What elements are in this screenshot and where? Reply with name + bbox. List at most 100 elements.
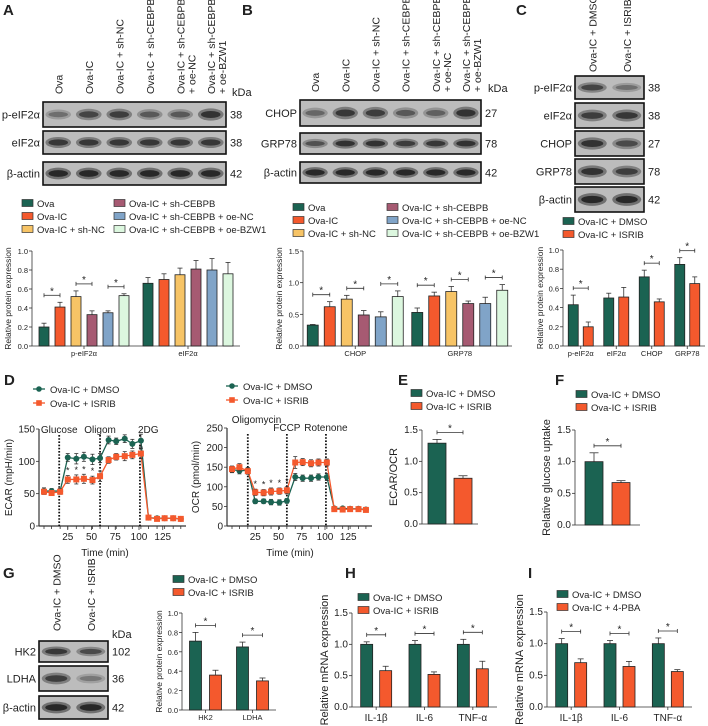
legend-label: Ova-IC + sh-NC (37, 225, 105, 236)
legend-swatch (357, 593, 370, 601)
data-point-square (73, 476, 80, 483)
bar-ova-ic-sh-cebpb-oe-bzw1 (391, 296, 404, 347)
bar-ova (38, 326, 50, 347)
significance-star: * (204, 616, 208, 627)
kda-value: 42 (230, 169, 242, 181)
blot-row-label: p-eIF2α (534, 83, 573, 95)
data-point-square (57, 488, 64, 495)
protein-band (302, 107, 328, 119)
y-tick-label: 1.0 (18, 247, 28, 256)
data-point-square (252, 489, 259, 496)
y-axis-label: ECAR/OCR (388, 448, 400, 506)
bar-ova-ic (54, 306, 66, 347)
panel-label-I: I (528, 565, 532, 582)
y-tick-label: 1.0 (289, 279, 299, 288)
x-tick-label: 125 (154, 532, 171, 543)
legend-swatch (575, 403, 588, 411)
protein-band-core (426, 140, 446, 147)
y-tick-label: 150 (206, 463, 223, 474)
legend-label: Ova-IC + DMSO (188, 575, 257, 586)
blot-row-label: CHOP (265, 108, 297, 120)
data-point-circle (252, 498, 259, 505)
legend-label: Ova-IC + DMSO (591, 390, 660, 401)
data-point-square (48, 490, 55, 497)
bar-ova-ic-isrib (379, 670, 393, 708)
kda-value: 38 (648, 111, 660, 123)
panel-label-H: H (345, 565, 356, 582)
significance-star: * (471, 623, 475, 634)
significance-star: * (75, 465, 79, 475)
data-point-circle (129, 440, 136, 447)
x-tick-label: 100 (131, 532, 148, 543)
protein-band-core (200, 139, 221, 146)
data-point-square (161, 515, 168, 522)
x-tick-label: TNF-α (459, 713, 488, 724)
kda-value: 42 (648, 195, 660, 207)
x-tick-label: 75 (296, 532, 308, 543)
significance-star: * (82, 275, 86, 286)
lane-label: Ova-IC + DMSO (587, 0, 599, 72)
y-axis-label: Relative protein expression (3, 247, 13, 350)
y-tick-label: 100 (206, 482, 223, 493)
data-point-square (113, 453, 120, 460)
x-tick-label: GRP78 (675, 349, 700, 358)
y-tick-label: 0.2 (168, 687, 178, 696)
y-tick-label: 0.5 (529, 670, 543, 681)
protein-band-core (335, 169, 355, 176)
bar-ova-ic-sh-nc (445, 291, 458, 347)
legend-swatch (21, 199, 34, 207)
data-point-square (170, 515, 177, 522)
data-point-square (80, 475, 87, 482)
data-point-square (89, 477, 96, 484)
legend-label: Ova-IC + sh-CEBPB + oe-NC (402, 216, 527, 227)
data-point-square (145, 514, 152, 521)
legend-label: Ova (37, 199, 55, 210)
panel-label-B: B (242, 2, 253, 19)
data-point-square (236, 464, 243, 471)
blot-row-label: β-actin (264, 168, 297, 180)
x-tick-label: CHOP (344, 349, 366, 358)
protein-band-core (139, 111, 160, 118)
y-tick-label: 1.5 (404, 425, 418, 436)
significance-star: * (285, 477, 289, 487)
data-point-square (331, 506, 338, 513)
injection-label: Glucose (41, 425, 78, 436)
lane-label: Ova (53, 75, 65, 94)
lane-label: Ova-IC + sh-CEBPB (461, 0, 473, 92)
bar-ova-ic (158, 279, 170, 347)
protein-band-core (615, 195, 638, 204)
protein-band-core (615, 168, 638, 175)
y-axis-label: ECAR (mpH/min) (4, 439, 15, 516)
data-point-square (347, 506, 354, 513)
protein-band-core (48, 139, 69, 146)
protein-band (612, 82, 642, 93)
x-tick-label: TNF-α (654, 713, 683, 724)
blot-row-label: CHOP (540, 139, 572, 151)
blot-strip (38, 640, 109, 663)
lane-label: Ova-IC + sh-CEBPB (175, 0, 187, 94)
y-tick-label: 1.5 (334, 608, 348, 619)
bar-ova-ic-isrib (453, 477, 473, 525)
y-tick-label: 0.4 (549, 304, 559, 313)
bar-ova-ic-sh-cebpb-oe-nc (206, 269, 218, 347)
legend-swatch (562, 230, 575, 238)
x-tick-label: eIF2α (607, 349, 627, 358)
protein-band-core (395, 140, 416, 147)
series-line (43, 452, 181, 520)
legend-label: Ova-IC (37, 212, 67, 223)
protein-band-core (45, 675, 68, 682)
kda-value: 27 (648, 139, 660, 151)
x-tick-label: p-eIF2α (71, 349, 98, 358)
data-point-square (121, 453, 128, 460)
data-point-square (97, 473, 104, 480)
data-point-square (268, 488, 275, 495)
bar-ova-ic-dmso (236, 646, 249, 711)
protein-band-core (79, 648, 102, 655)
legend-label: Ova-IC + sh-CEBPB + oe-NC (129, 212, 254, 223)
y-tick-label: 0.8 (549, 265, 559, 274)
legend-label: Ova-IC + DMSO (50, 385, 119, 396)
bar-ova-ic-4-pba (670, 671, 684, 708)
protein-band-core (335, 140, 355, 147)
bar-ova-ic-dmso (360, 643, 374, 708)
